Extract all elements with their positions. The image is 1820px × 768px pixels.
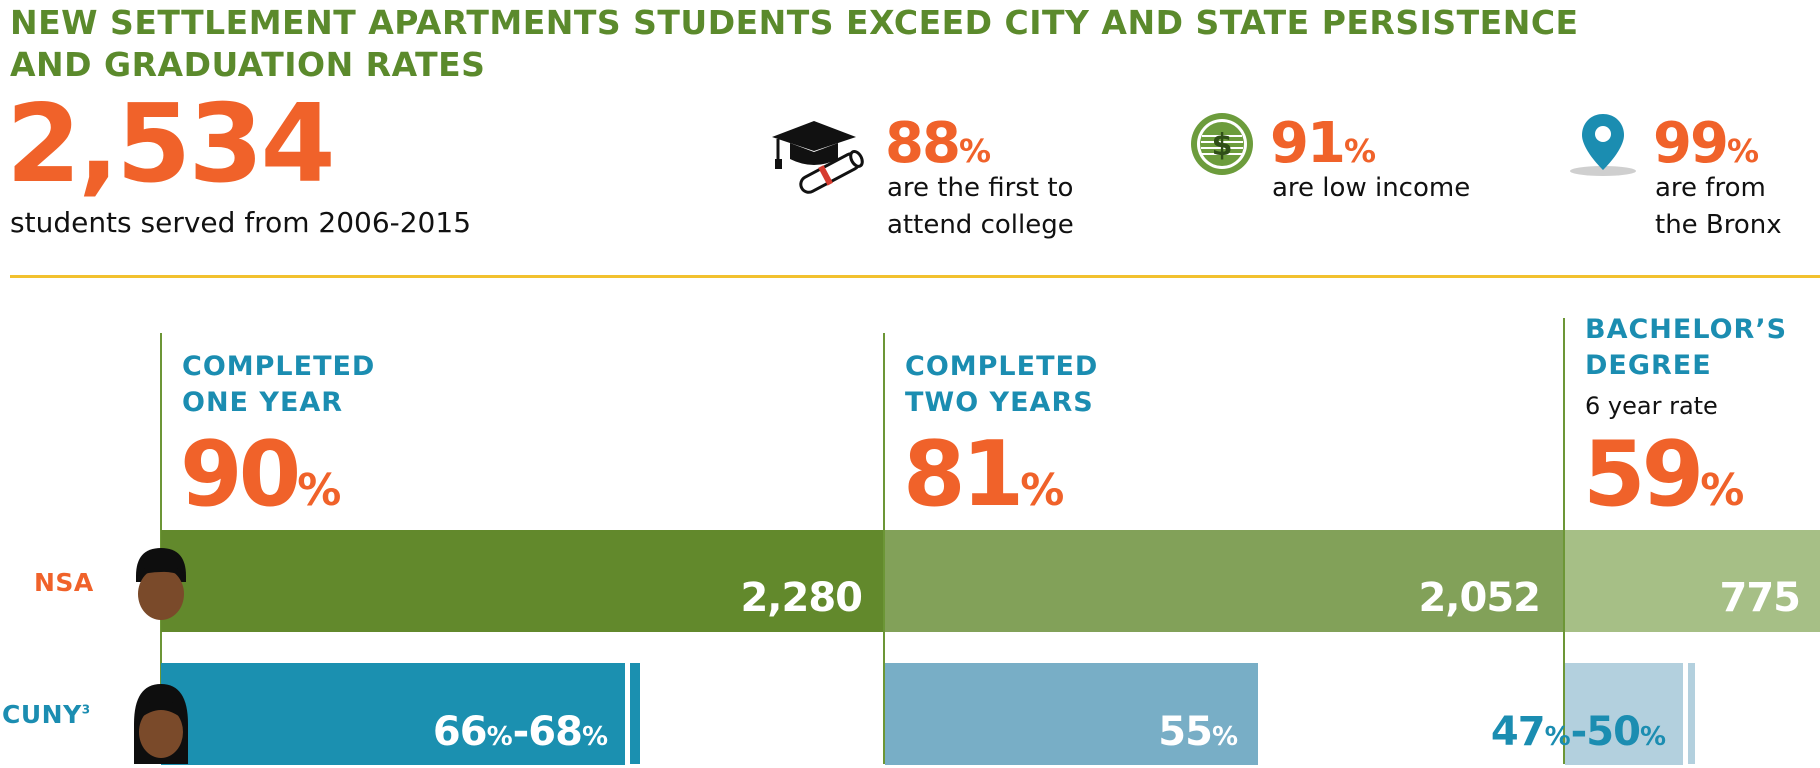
students-served-number: 2,534 [6,82,336,207]
row-label-nsa: NSA [34,568,94,597]
six-year-rate-label: 6 year rate [1585,392,1718,420]
range-low: 47 [1490,709,1546,755]
bronx-caption-line1: are from [1655,173,1766,203]
percent-sign: % [1020,465,1065,516]
graduation-cap-diploma-icon [770,115,866,195]
first-gen-value: 88 [885,111,961,176]
nsa-student-avatar [130,542,192,622]
cuny-bar-two-years [885,663,1258,765]
range-high: 68 [528,709,583,755]
two-years-percent: 81% [903,430,1064,536]
cuny-one-year-rate: 66%-68% [380,712,608,757]
bronx-percent: 99% [1653,116,1759,179]
first-gen-caption-line1: are the first to [887,173,1074,203]
percent-sign: % [1343,132,1376,170]
column-header-line2: TWO YEARS [905,387,1094,418]
column-header-two-years: COMPLETED TWO YEARS [905,349,1098,421]
column-header-line1: COMPLETED [182,351,376,382]
cuny-label-text: CUNY [2,700,82,729]
page-title: NEW SETTLEMENT APARTMENTS STUDENTS EXCEE… [10,3,1579,84]
range-low: 66 [432,709,488,755]
cuny-bar-one-year [161,663,625,765]
percent-sign: % [486,722,513,752]
percent-sign: % [1544,722,1571,752]
range-high: 50 [1586,709,1641,755]
cuny-bar-bachelors [1565,663,1683,765]
percent-sign: % [1726,132,1759,170]
range-dash: - [1570,709,1588,755]
dollar-coin-icon: $ [1190,112,1254,176]
nsa-one-year-count: 2,280 [740,575,863,621]
cuny-bachelors-rate: 47%-50% [1460,712,1666,757]
percent-sign: % [1700,465,1745,516]
column-header-line1: BACHELOR’S [1585,314,1788,345]
svg-text:$: $ [1212,128,1233,163]
nsa-bachelors-count: 775 [1719,575,1802,621]
cuny-student-avatar [130,680,192,764]
nsa-bar-bachelors [1565,530,1820,632]
percent-sign: % [958,132,991,170]
percent-sign: % [1639,722,1666,752]
cuny-range-marker-bachelors [1688,663,1695,764]
students-served-caption: students served from 2006-2015 [10,206,472,239]
percent-sign: % [1211,722,1238,752]
one-year-percent: 90% [180,430,341,536]
low-income-caption-line1: are low income [1272,173,1471,203]
column-header-one-year: COMPLETED ONE YEAR [182,349,375,421]
bronx-caption: are from the Bronx [1655,170,1782,244]
nsa-bar-one-year [161,530,883,632]
cuny-two-years-rate: 55% [1100,712,1238,757]
column-header-line1: COMPLETED [905,351,1099,382]
first-gen-percent: 88% [885,116,991,179]
range-dash: - [512,709,530,755]
section-divider [10,275,1820,278]
one-year-value: 90 [180,422,301,527]
first-gen-caption: are the first to attend college [887,170,1074,244]
first-gen-caption-line2: attend college [887,210,1074,240]
cuny-range-marker-one-year [630,663,640,764]
location-pin-icon [1568,110,1638,180]
low-income-caption: are low income [1272,170,1470,207]
column-header-bachelors: BACHELOR’S DEGREE [1585,312,1787,384]
percent-sign: % [297,465,342,516]
range-low: 55 [1158,709,1213,755]
footnote-marker: 3 [81,702,91,717]
column-header-line2: ONE YEAR [182,387,344,418]
column-header-line2: DEGREE [1585,350,1712,381]
bachelors-percent: 59% [1583,430,1744,536]
percent-sign: % [581,722,608,752]
column-divider [883,333,885,764]
low-income-percent: 91% [1270,116,1376,179]
two-years-value: 81 [903,422,1024,527]
nsa-bar-two-years [885,530,1563,632]
low-income-value: 91 [1270,111,1346,176]
nsa-two-years-count: 2,052 [1418,575,1541,621]
row-label-cuny: CUNY3 [2,700,91,729]
column-divider [1563,318,1565,764]
bachelors-value: 59 [1583,422,1704,527]
bronx-value: 99 [1653,111,1729,176]
bronx-caption-line2: the Bronx [1655,210,1782,240]
